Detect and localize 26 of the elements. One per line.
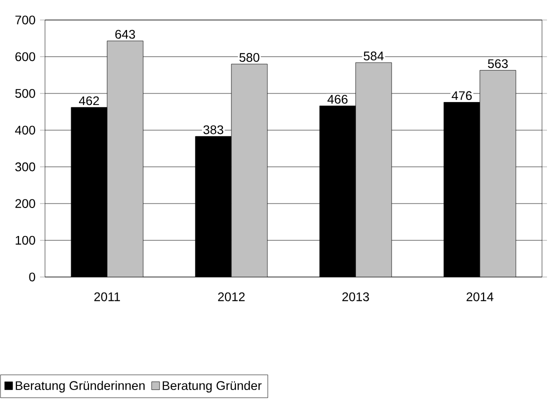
data-label: 476: [452, 91, 472, 100]
y-tick-label: 400: [15, 126, 36, 135]
bar: [106, 40, 144, 277]
y-tick-label: 700: [15, 16, 36, 24]
y-tick-label: 300: [15, 162, 36, 172]
x-tick-label: 2011: [94, 292, 120, 302]
data-label: 580: [239, 53, 260, 62]
data-label: 466: [327, 94, 348, 104]
y-tick-label: 600: [15, 52, 36, 62]
bar: [355, 62, 392, 277]
data-label: 462: [78, 96, 99, 106]
x-tick-label: 2013: [342, 292, 369, 302]
legend-label: Beratung Gründer: [162, 380, 262, 393]
data-label: 584: [364, 52, 384, 60]
y-tick-label: 500: [15, 89, 36, 98]
bar: [231, 64, 268, 277]
x-tick-label: 2012: [218, 292, 245, 302]
y-tick-label: 200: [15, 199, 36, 208]
data-label: 563: [488, 59, 508, 68]
data-label: 383: [203, 125, 224, 134]
bar: [480, 70, 516, 277]
data-label: 643: [115, 30, 136, 39]
legend-label: Beratung Gründerinnen: [16, 380, 145, 393]
y-tick-label: 0: [29, 272, 36, 282]
y-tick-label: 100: [16, 236, 36, 245]
x-tick-label: 2014: [466, 292, 494, 302]
